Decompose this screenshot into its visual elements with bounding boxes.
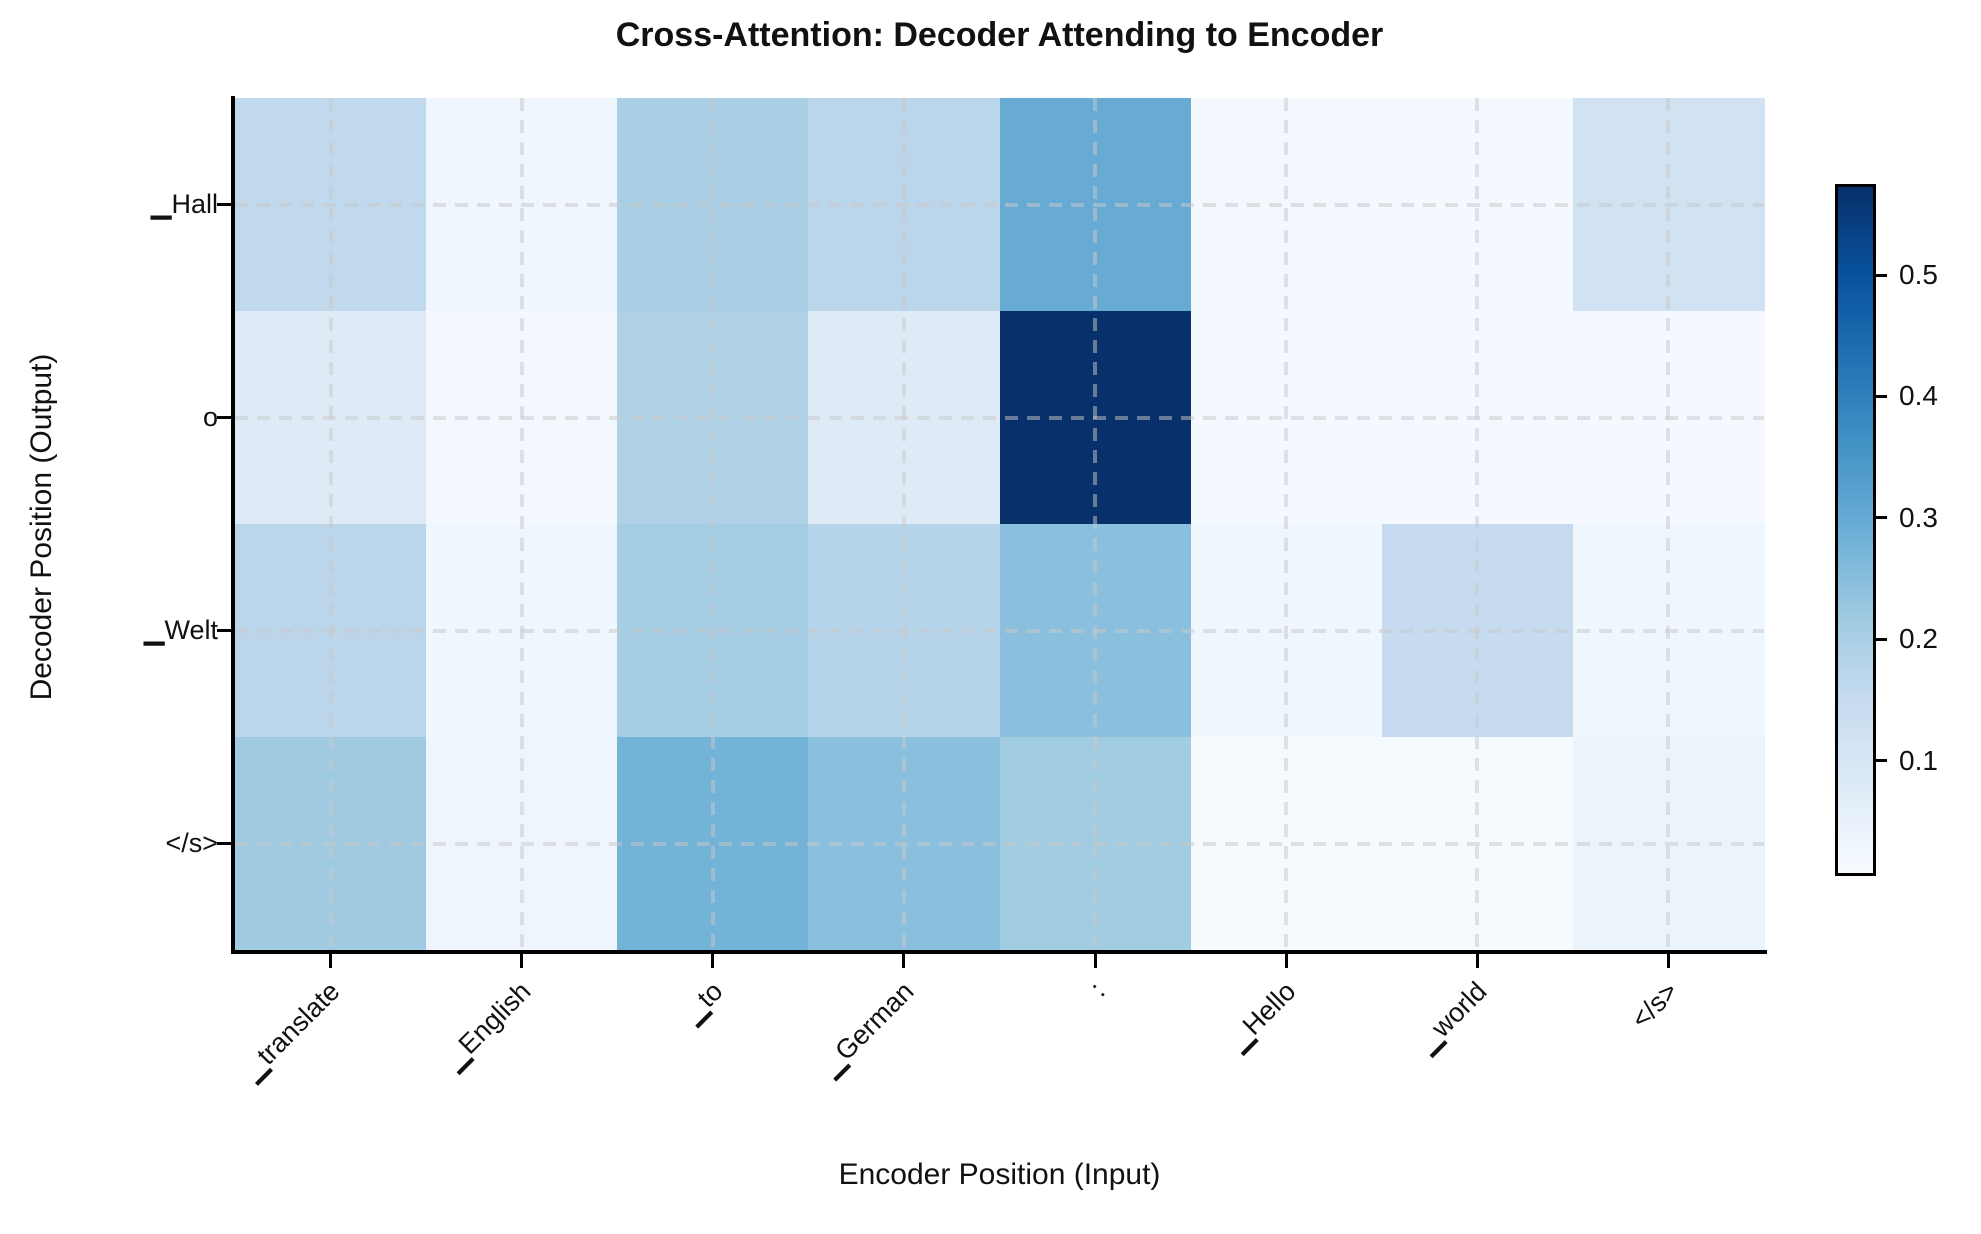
x-tick-label-2: ▁to	[676, 976, 729, 1028]
heatmap-cell-r3c4	[999, 737, 1192, 951]
heatmap-cell-r1c7	[1572, 311, 1765, 525]
heatmap-cell-r1c0	[235, 311, 427, 525]
x-tick-label-0: ▁translate	[236, 976, 346, 1086]
y-tick-label-2: ▁Welt	[143, 614, 218, 645]
y-tick-mark	[217, 416, 231, 419]
heatmap-cell-r3c3	[808, 737, 1001, 951]
heatmap-cell-r2c2	[617, 524, 809, 738]
heatmap-cell-r1c4	[999, 311, 1192, 525]
heatmap-cell-r0c5	[1190, 98, 1383, 312]
heatmap-cell-r1c3	[808, 311, 1001, 525]
x-axis-spine	[231, 950, 1767, 954]
colorbar-tick-mark	[1873, 637, 1887, 641]
colorbar-tick-mark	[1873, 516, 1887, 520]
heatmap-cell-r3c0	[235, 737, 427, 951]
x-tick-mark	[1666, 954, 1670, 968]
heatmap-cell-r0c1	[426, 98, 618, 312]
heatmap-cell-r1c1	[426, 311, 618, 525]
x-tick-label-5: ▁Hello	[1221, 976, 1302, 1056]
y-tick-mark	[217, 629, 231, 632]
colorbar-tick-mark	[1873, 759, 1887, 763]
colorbar-tick-label-2: 0.3	[1899, 501, 1938, 533]
chart-title: Cross-Attention: Decoder Attending to En…	[615, 16, 1384, 54]
heatmap-cell-r2c0	[235, 524, 427, 738]
heatmap-cell-r2c5	[1190, 524, 1383, 738]
x-tick-mark	[329, 954, 333, 968]
heatmap-cell-r2c3	[808, 524, 1001, 738]
heatmap-cell-r2c4	[999, 524, 1192, 738]
y-axis-spine	[231, 96, 235, 954]
x-axis-label: Encoder Position (Input)	[838, 1158, 1161, 1191]
x-tick-label-1: ▁English	[438, 976, 537, 1075]
x-tick-mark	[520, 954, 524, 968]
x-tick-label-7: </s>	[1625, 976, 1684, 1035]
colorbar-tick-label-1: 0.2	[1899, 623, 1938, 655]
heatmap-cell-r3c6	[1381, 737, 1574, 951]
colorbar-tick-mark	[1873, 273, 1887, 277]
heatmap-cell-r3c2	[617, 737, 809, 951]
heatmap-cell-r0c2	[617, 98, 809, 312]
heatmap-cell-r2c6	[1381, 524, 1574, 738]
heatmap-cell-r2c7	[1572, 524, 1765, 738]
colorbar-tick-label-0: 0.1	[1899, 744, 1938, 776]
y-tick-label-3: </s>	[165, 827, 218, 858]
x-tick-mark	[1284, 954, 1288, 968]
heatmap-cell-r1c6	[1381, 311, 1574, 525]
heatmap-cell-r0c0	[235, 98, 427, 312]
x-tick-mark	[1093, 954, 1097, 968]
y-tick-mark	[217, 842, 231, 845]
x-tick-mark	[1475, 954, 1479, 968]
x-tick-label-6: ▁world	[1410, 976, 1493, 1058]
y-tick-label-0: ▁Hall	[150, 188, 218, 219]
heatmap-cell-r0c6	[1381, 98, 1574, 312]
heatmap-cell-r2c1	[426, 524, 618, 738]
y-tick-label-1: o	[202, 401, 218, 432]
heatmap-cell-r0c7	[1572, 98, 1765, 312]
colorbar-tick-label-4: 0.5	[1899, 259, 1938, 291]
heatmap-cell-r3c1	[426, 737, 618, 951]
y-axis-label: Decoder Position (Output)	[25, 353, 58, 701]
colorbar	[1835, 184, 1876, 876]
heatmap-cell-r1c2	[617, 311, 809, 525]
heatmap-cell-r0c4	[999, 98, 1192, 312]
heatmap-cell-r0c3	[808, 98, 1001, 312]
heatmap-plot-area	[235, 98, 1765, 951]
x-tick-mark	[902, 954, 906, 968]
x-tick-mark	[711, 954, 715, 968]
x-tick-label-3: ▁German	[814, 976, 920, 1081]
heatmap-cell-r3c7	[1572, 737, 1765, 951]
colorbar-tick-mark	[1873, 394, 1887, 398]
colorbar-tick-label-3: 0.4	[1899, 380, 1938, 412]
heatmap-cell-r3c5	[1190, 737, 1383, 951]
x-tick-label-4: :	[1083, 976, 1111, 1003]
y-tick-mark	[217, 203, 231, 206]
heatmap-cell-r1c5	[1190, 311, 1383, 525]
